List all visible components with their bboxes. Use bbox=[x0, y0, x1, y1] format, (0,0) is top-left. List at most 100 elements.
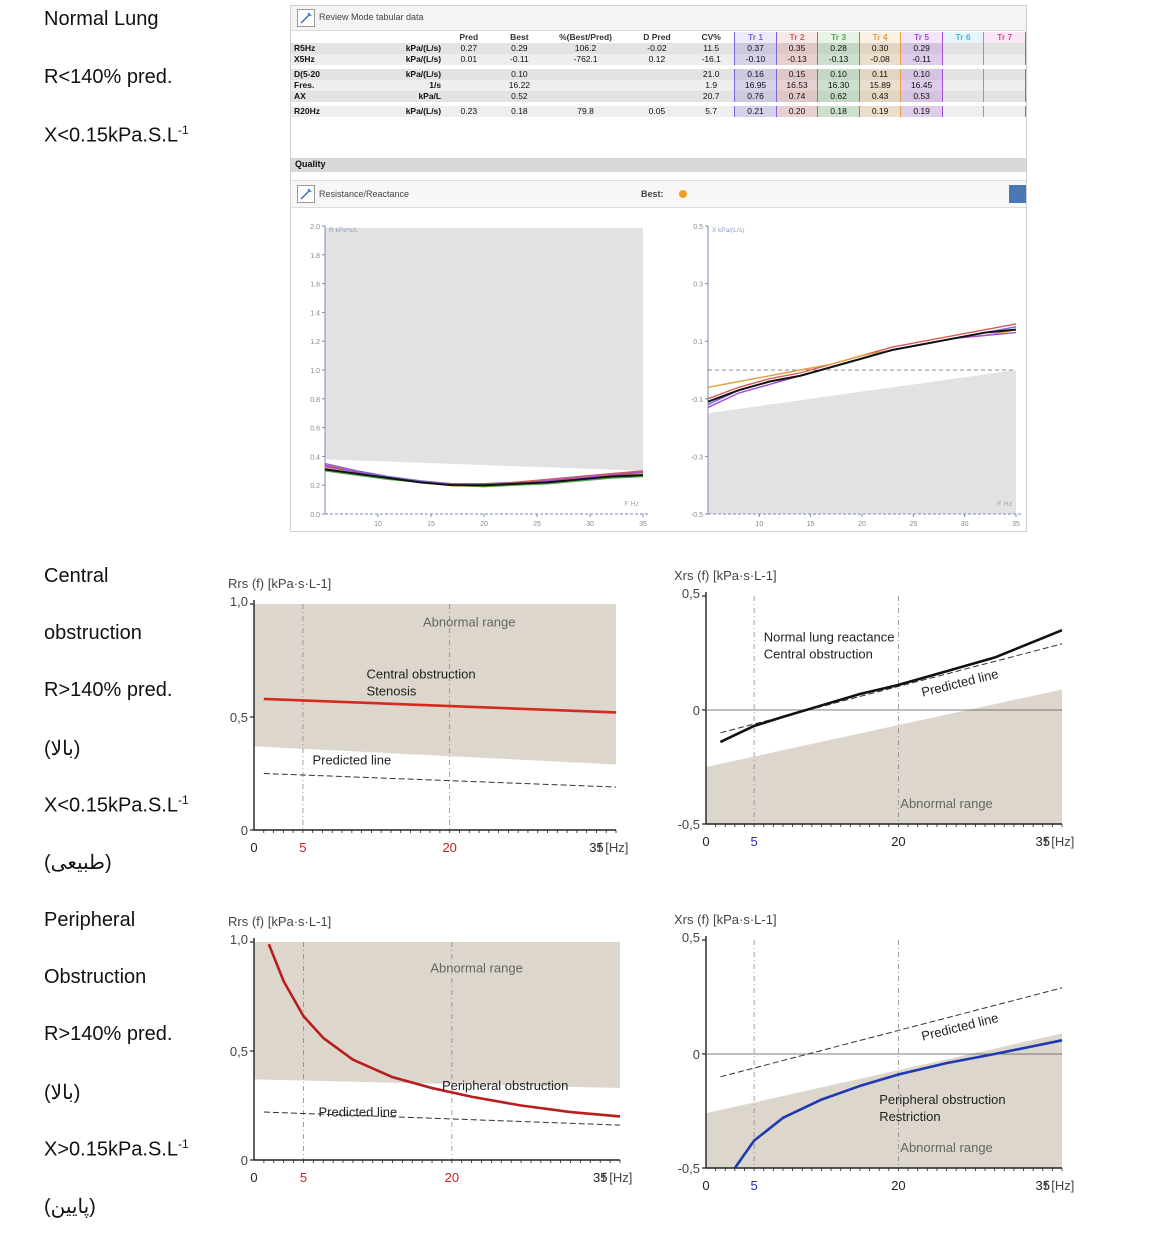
table-cell: 0.10 bbox=[817, 65, 860, 80]
abnormal-range-label: Abnormal range bbox=[900, 1140, 993, 1155]
peripheral-rrs-chart: 0 0,5 1,0 0 5 20 35f [Hz] Rrs (f) [kPa·s·L-1] Ab… bbox=[228, 914, 632, 1185]
x-tick-label: 35 bbox=[589, 840, 603, 855]
y-tick-label: 2.0 bbox=[310, 224, 320, 231]
series-curve bbox=[733, 1039, 1063, 1169]
table-row: X5Hz kPa/(L/s) 0.01 -0.11 -762.1 0.12 -16.1 -0.… bbox=[291, 54, 1026, 67]
table-cell: 0.10 bbox=[493, 65, 546, 80]
central-x-note: (طبیعی) bbox=[44, 852, 112, 874]
y-tick-label: 1.6 bbox=[310, 282, 320, 289]
software-reactance-chart: -0.5 -0.3 -0.1 0.1 0.3 0.5 10 15 20 25 30 35 X kPa/(… bbox=[691, 224, 1022, 528]
central-r-criterion: R>140% pred. bbox=[44, 679, 173, 701]
software-screenshot: Review Mode tabular data Pred Best %(Best/… bbox=[290, 5, 1027, 532]
trial-header[interactable]: Tr 3 bbox=[817, 32, 860, 43]
table-cell: 0.12 bbox=[648, 54, 666, 64]
abnormal-range-band bbox=[254, 942, 620, 1089]
table-cell: 0.35 bbox=[775, 43, 819, 54]
x-tick-label: 5 bbox=[300, 1170, 307, 1185]
x-tick-label: 25 bbox=[909, 521, 917, 528]
table-cell: 16.22 bbox=[508, 80, 531, 90]
row-unit: 1/s bbox=[429, 80, 442, 90]
trial-header[interactable]: Tr 1 bbox=[734, 32, 777, 43]
row-name: AX bbox=[294, 91, 306, 101]
table-cell: 0.52 bbox=[511, 91, 528, 101]
table-row: Fres. 1/s 16.22 1.9 16.95 16.53 16.30 15.89 16.4… bbox=[291, 80, 1026, 91]
central-title-2: obstruction bbox=[44, 622, 142, 644]
trial-header[interactable]: Tr 7 bbox=[983, 32, 1026, 43]
peripheral-xrs-chart: -0,500,50 5 20 35f [Hz]Xrs (f) [kPa·s·L-1]A… bbox=[674, 912, 1074, 1193]
series-label: Peripheral obstruction bbox=[879, 1092, 1005, 1107]
y-axis-label: X kPa/(L/s) bbox=[712, 227, 744, 234]
trial-header[interactable]: Tr 2 bbox=[775, 32, 819, 43]
tabular-data-table: Pred Best %(Best/Pred) D Pred CV% Tr 1 Tr 2 Tr … bbox=[291, 32, 1026, 117]
panel-scroll-button[interactable] bbox=[1009, 185, 1026, 203]
table-cell: -0.08 bbox=[858, 54, 902, 67]
table-cell: 0.20 bbox=[775, 102, 819, 117]
table-cell bbox=[983, 102, 1026, 117]
x-tick-label: 5 bbox=[750, 1178, 757, 1193]
column-header: D Pred bbox=[643, 32, 671, 42]
row-unit: kPa/(L/s) bbox=[405, 54, 442, 64]
predicted-line-label: Predicted line bbox=[318, 1104, 397, 1119]
table-cell: 0.27 bbox=[460, 43, 478, 53]
y-tick-label: 0.8 bbox=[310, 397, 320, 404]
x-tick-label: 20 bbox=[858, 521, 866, 528]
column-header: CV% bbox=[701, 32, 721, 42]
table-cell bbox=[941, 65, 985, 80]
trial-header[interactable]: Tr 5 bbox=[900, 32, 943, 43]
central-r-note: (بالا) bbox=[44, 738, 81, 760]
x-axis-label: f [Hz] bbox=[1044, 834, 1074, 849]
x-tick-label: 35 bbox=[1036, 834, 1050, 849]
x-tick-label: 20 bbox=[891, 834, 905, 849]
abnormal-range-label: Abnormal range bbox=[430, 961, 523, 976]
software-resistance-chart: 0.0 0.2 0.4 0.6 0.8 1.0 1.2 1.4 1.6 1.8 2.0 10 15 20 2… bbox=[310, 224, 649, 528]
table-cell: 0.11 bbox=[858, 65, 902, 80]
y-tick-label: 0.6 bbox=[310, 426, 320, 433]
table-row: D(5-20 kPa/(L/s) 0.10 21.0 0.16 0.15 0.10 0.11 0… bbox=[291, 65, 1026, 80]
x-tick-label: 20 bbox=[445, 1170, 459, 1185]
table-cell: 0.01 bbox=[460, 54, 478, 64]
trial-header[interactable]: Tr 4 bbox=[858, 32, 902, 43]
table-cell: 16.45 bbox=[900, 80, 943, 91]
y-tick-label: 1.0 bbox=[310, 368, 320, 375]
row-name: X5Hz bbox=[294, 54, 315, 64]
y-tick-label: 0,5 bbox=[230, 1044, 248, 1059]
predicted-line bbox=[263, 1111, 621, 1126]
table-cell: 0.29 bbox=[900, 43, 943, 54]
table-cell: 0.18 bbox=[817, 102, 860, 117]
y-tick-label: 1,0 bbox=[230, 594, 248, 609]
y-axis-label: Rrs (f) [kPa·s·L-1] bbox=[228, 576, 331, 591]
quality-row: Quality bbox=[291, 158, 1026, 172]
table-cell bbox=[545, 65, 626, 80]
edit-icon[interactable] bbox=[297, 9, 315, 27]
predicted-line-label: Predicted line bbox=[920, 666, 1000, 700]
x-axis-label: F Hz bbox=[624, 501, 639, 508]
y-tick-label: 0.5 bbox=[693, 224, 703, 231]
y-tick-label: 0 bbox=[693, 1047, 700, 1062]
x-tick-label: 20 bbox=[891, 1178, 905, 1193]
table-cell bbox=[444, 80, 493, 91]
y-tick-label: 0.2 bbox=[310, 483, 320, 490]
y-axis-label: Xrs (f) [kPa·s·L-1] bbox=[674, 568, 777, 583]
table-cell: 16.30 bbox=[817, 80, 860, 91]
table-cell bbox=[983, 91, 1026, 104]
predicted-line-label: Predicted line bbox=[920, 1010, 1000, 1044]
series-line-tr-3 bbox=[324, 470, 644, 488]
table-cell: 0.62 bbox=[817, 91, 860, 104]
trial-header[interactable]: Tr 6 bbox=[941, 32, 985, 43]
table-cell bbox=[545, 80, 625, 91]
normal-title: Normal Lung bbox=[44, 8, 159, 30]
peripheral-title-1: Peripheral bbox=[44, 909, 136, 931]
table-cell bbox=[941, 54, 985, 67]
abnormal-range-label: Abnormal range bbox=[423, 615, 516, 630]
y-tick-label: 0.1 bbox=[693, 339, 703, 346]
predicted-line bbox=[263, 773, 617, 788]
normal-x-criterion: X<0.15kPa.S.L-1 bbox=[44, 123, 189, 147]
x-tick-label: 0 bbox=[250, 1170, 257, 1185]
table-cell: -16.1 bbox=[701, 54, 721, 64]
x-axis-label: f [Hz] bbox=[1044, 1178, 1074, 1193]
peripheral-x-note: (پایین) bbox=[44, 1196, 96, 1218]
column-header: %(Best/Pred) bbox=[559, 32, 613, 42]
abnormal-range-band bbox=[325, 228, 643, 471]
table-cell bbox=[444, 91, 493, 104]
edit-icon[interactable] bbox=[297, 185, 315, 203]
